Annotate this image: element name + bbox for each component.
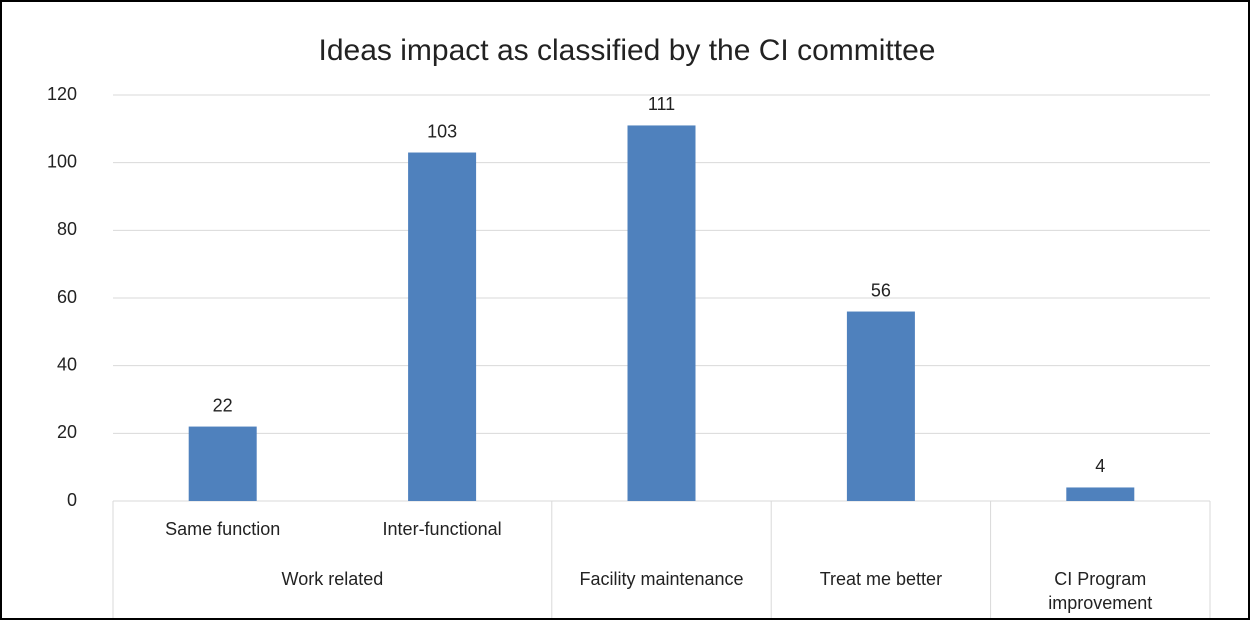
y-tick-label: 80 xyxy=(57,219,77,239)
data-label: 56 xyxy=(871,280,891,300)
bar xyxy=(188,426,257,501)
bar xyxy=(627,125,696,501)
bar xyxy=(1066,487,1135,501)
y-tick-label: 0 xyxy=(67,490,77,510)
data-label: 103 xyxy=(427,121,457,141)
group-label: Work related xyxy=(281,569,384,589)
group-label: CI Program improvement xyxy=(1048,569,1153,613)
bar xyxy=(408,152,477,501)
x-tick-label: Same function xyxy=(165,519,281,539)
data-label: 111 xyxy=(648,94,675,114)
bar xyxy=(846,311,915,501)
group-label: Facility maintenance xyxy=(579,569,744,589)
data-label: 22 xyxy=(213,395,233,415)
group-label: Treat me better xyxy=(819,569,943,589)
y-tick-label: 120 xyxy=(47,84,77,104)
y-tick-label: 20 xyxy=(57,422,77,442)
y-tick-label: 100 xyxy=(47,151,77,171)
chart-title: Ideas impact as classified by the CI com… xyxy=(319,34,936,67)
y-tick-label: 60 xyxy=(57,287,77,307)
y-tick-label: 40 xyxy=(57,354,77,374)
x-tick-label: Inter-functional xyxy=(382,519,502,539)
data-label: 4 xyxy=(1095,456,1105,476)
